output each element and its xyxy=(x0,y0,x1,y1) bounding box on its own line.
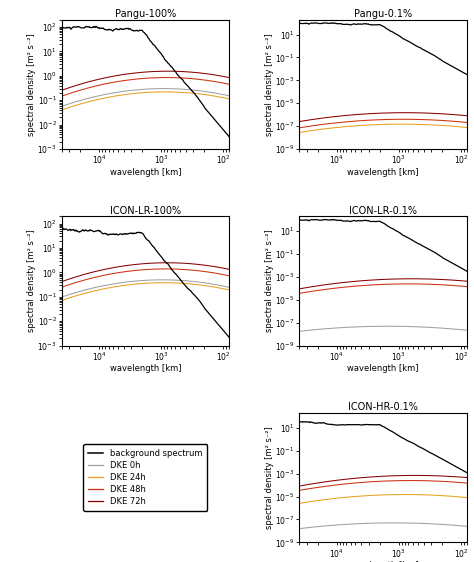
Y-axis label: spectral density [m² s⁻²]: spectral density [m² s⁻²] xyxy=(265,33,274,136)
Title: ICON-LR-0.1%: ICON-LR-0.1% xyxy=(349,206,417,216)
Title: Pangu-100%: Pangu-100% xyxy=(115,9,176,19)
X-axis label: wavelength [km]: wavelength [km] xyxy=(347,364,419,373)
X-axis label: wavelength [km]: wavelength [km] xyxy=(347,167,419,176)
Y-axis label: spectral density [m² s⁻²]: spectral density [m² s⁻²] xyxy=(265,426,274,529)
X-axis label: wavelength [km]: wavelength [km] xyxy=(109,364,181,373)
Y-axis label: spectral density [m² s⁻²]: spectral density [m² s⁻²] xyxy=(27,33,36,136)
X-axis label: wavelength [km]: wavelength [km] xyxy=(109,167,181,176)
Legend: background spectrum, DKE 0h, DKE 24h, DKE 48h, DKE 72h: background spectrum, DKE 0h, DKE 24h, DK… xyxy=(83,445,208,511)
Title: Pangu-0.1%: Pangu-0.1% xyxy=(354,9,412,19)
X-axis label: wavelength [km]: wavelength [km] xyxy=(347,561,419,562)
Title: ICON-HR-0.1%: ICON-HR-0.1% xyxy=(348,402,418,412)
Y-axis label: spectral density [m² s⁻²]: spectral density [m² s⁻²] xyxy=(265,230,274,332)
Title: ICON-LR-100%: ICON-LR-100% xyxy=(110,206,181,216)
Y-axis label: spectral density [m² s⁻²]: spectral density [m² s⁻²] xyxy=(27,230,36,332)
